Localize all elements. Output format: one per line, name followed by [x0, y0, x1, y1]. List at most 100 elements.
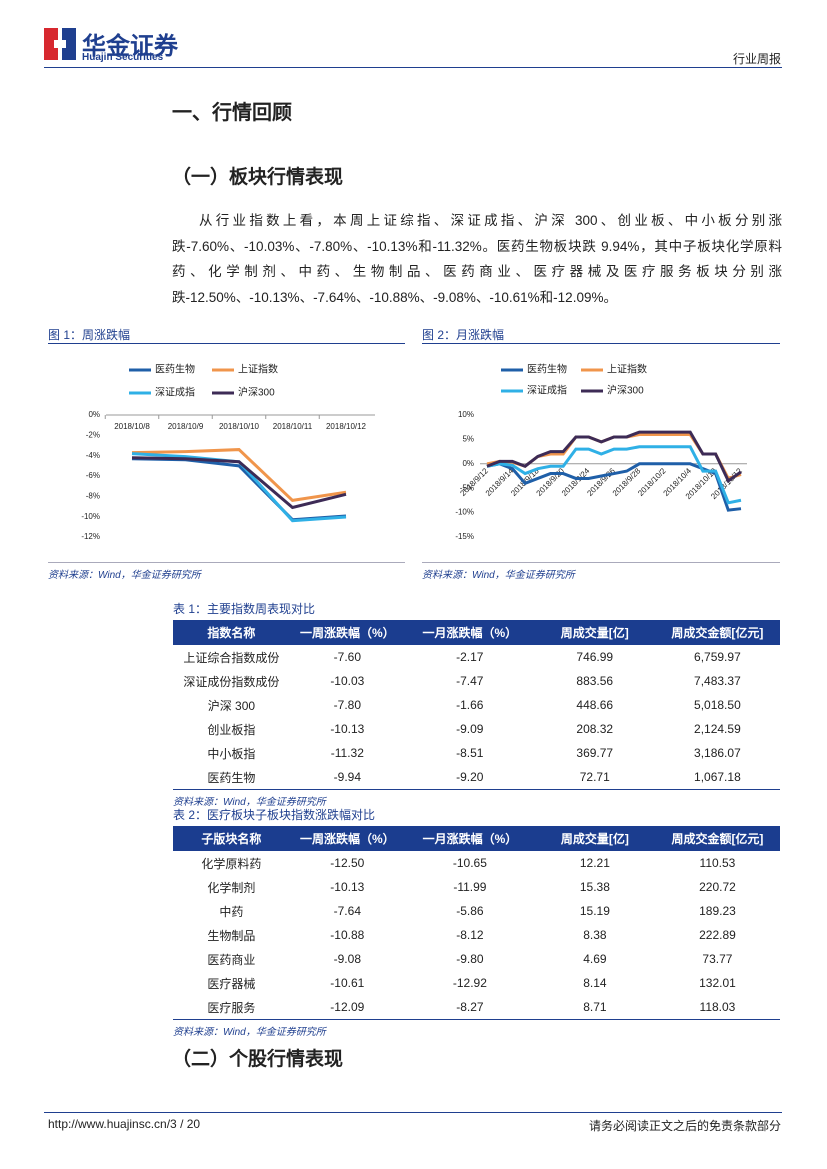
table-cell: -9.80 — [456, 952, 484, 966]
header-cell: 周成交量[亿] — [534, 620, 655, 645]
table-cell: -10.03 — [330, 674, 365, 688]
legend-label: 医药生物 — [527, 363, 567, 376]
table-cell: 化学制剂 — [207, 880, 256, 895]
header-cell: 一月涨跌幅（%） — [404, 826, 535, 851]
figure-caption: 图 1：周涨跌幅 — [48, 328, 131, 342]
table-row: 沪深 300 -7.80 -1.66 448.66 5,018.50 — [173, 693, 780, 717]
table-block: 表 1：主要指数周表现对比 指数名称 一周涨跌幅（%） 一月涨跌幅（%） 周成交量[亿]… — [173, 600, 780, 808]
table-cell: 创业板指 — [207, 722, 256, 737]
header-row: 指数名称 一周涨跌幅（%） 一月涨跌幅（%） 周成交量[亿] 周成交金额[亿元] — [173, 620, 780, 645]
table-cell: -5.86 — [456, 904, 484, 918]
table-row: 化学原料药 -12.50 -10.65 12.21 110.53 — [173, 851, 780, 875]
caption-rule — [422, 343, 780, 344]
x-tick-label: 2018/10/11 — [273, 422, 313, 431]
table-row: 医疗器械 -10.61 -12.92 8.14 132.01 — [173, 971, 780, 995]
table-cell: 189.23 — [699, 904, 736, 918]
table-cell: 6,759.97 — [694, 650, 741, 664]
chart: 0% -2% -4% -6% -8% -10% -12% 2018/10/8 2018/10/9… — [81, 363, 375, 541]
series-line — [486, 462, 742, 512]
table-cell: 上证综合指数成份 — [183, 650, 280, 665]
table-cell: 1,067.18 — [694, 770, 741, 784]
legend-label: 深证成指 — [155, 386, 195, 399]
table-cell: -7.60 — [333, 650, 362, 664]
table-row: 深证成份指数成份 -10.03 -7.47 883.56 7,483.37 — [173, 669, 780, 693]
table-cell: 72.71 — [579, 770, 610, 784]
x-tick-label: 2018/10/12 — [326, 422, 367, 431]
table-cell: 220.72 — [699, 880, 736, 894]
subsection-title: （一）板块行情表现 — [172, 167, 344, 188]
table-cell: -11.32 — [330, 746, 364, 760]
table-block: 表 2：医疗板块子板块指数涨跌幅对比 子版块名称 一周涨跌幅（%） 一月涨跌幅（%）周… — [173, 806, 780, 1038]
table-cell: 3,186.07 — [694, 746, 741, 760]
subsection-title: （二）个股行情表现 — [172, 1049, 344, 1070]
footer-disclaimer: 请务必阅读正文之后的免责条款部分 — [588, 1119, 781, 1133]
series-line — [131, 457, 347, 522]
legend-label: 上证指数 — [238, 363, 278, 376]
figure-source: 资料来源：Wind，华金证券研究所 — [48, 570, 201, 581]
legend-label: 深证成指 — [527, 384, 567, 397]
y-tick-label: -4% — [86, 451, 100, 460]
table-cell: 中药 — [219, 904, 244, 919]
legend-label: 医药生物 — [155, 363, 195, 376]
table-title: 表 2：医疗板块子板块指数涨跌幅对比 — [173, 808, 376, 822]
header-cell: 一周涨跌幅（%） — [289, 620, 405, 645]
x-tick-label: 2018/10/10 — [219, 422, 260, 431]
y-tick-label: 5% — [462, 435, 474, 444]
header-cell: 周成交金额[亿元] — [654, 620, 780, 645]
table-cell: 222.89 — [699, 928, 736, 942]
logo-en: Huajin Securities — [82, 52, 164, 63]
table-cell: -9.20 — [456, 770, 484, 784]
table-row: 医药商业 -9.08 -9.80 4.69 73.77 — [173, 947, 780, 971]
y-tick-label: 10% — [458, 410, 474, 419]
table-cell: -10.65 — [452, 856, 487, 870]
x-tick-label: 2018/10/9 — [168, 422, 204, 431]
table-cell: -8.12 — [456, 928, 484, 942]
table-cell: 883.56 — [576, 674, 614, 688]
footer-rule — [44, 1112, 782, 1113]
table-row: 生物制品 -10.88 -8.12 8.38 222.89 — [173, 923, 780, 947]
caption-rule — [48, 343, 405, 344]
x-tick-label: 2018/10/8 — [114, 422, 150, 431]
figure-source: 资料来源：Wind，华金证券研究所 — [422, 570, 575, 581]
paragraph: 从行业指数上看，本周上证综指、深证成指、沪深 300、创业板、中小板分别涨跌-7… — [172, 213, 782, 305]
table-cell: 746.99 — [576, 650, 614, 664]
table-row: 化学制剂 -10.13 -11.99 15.38 220.72 — [173, 875, 780, 899]
table-cell: -8.27 — [456, 1000, 484, 1014]
table-source: 资料来源：Wind，华金证券研究所 — [173, 797, 326, 808]
table-cell: -8.51 — [456, 746, 484, 760]
header-rule — [44, 67, 782, 68]
series-line — [131, 456, 347, 510]
y-tick-label: -10% — [455, 508, 474, 517]
table-cell: 中小板指 — [207, 746, 256, 761]
figure-caption: 图 2：月涨跌幅 — [422, 328, 505, 342]
section-title: 一、行情回顾 — [172, 102, 292, 124]
table-cell: -9.94 — [333, 770, 362, 784]
legend-label: 上证指数 — [607, 363, 647, 376]
series-line — [131, 448, 347, 502]
series-line — [486, 445, 742, 505]
table-row: 创业板指 -10.13 -9.09 208.32 2,124.59 — [173, 717, 780, 741]
table-cell: 369.77 — [576, 746, 614, 760]
table-cell: 生物制品 — [207, 928, 256, 943]
table-cell: -12.09 — [330, 1000, 365, 1014]
table-cell: 118.03 — [699, 1000, 736, 1014]
table-cell: 7,483.37 — [694, 674, 741, 688]
table-row: 医药生物 -9.94 -9.20 72.71 1,067.18 — [173, 765, 780, 790]
y-tick-label: -6% — [86, 471, 100, 480]
source-rule — [422, 562, 780, 563]
table-cell: 8.71 — [583, 1000, 607, 1014]
footer-url: http://www.huajinsc.cn/3 / 20 — [48, 1117, 201, 1131]
y-tick-label: 0% — [88, 410, 100, 419]
table-cell: 110.53 — [699, 856, 736, 870]
table-cell: 医药生物 — [207, 770, 256, 785]
table-cell: 深证成份指数成份 — [183, 674, 280, 689]
table-cell: 8.14 — [583, 976, 607, 990]
header-cell: 一周涨跌幅（%） — [289, 826, 405, 851]
table-cell: 8.38 — [583, 928, 607, 942]
table-cell: -2.17 — [456, 650, 484, 664]
table-cell: -10.61 — [330, 976, 365, 990]
table-cell: 448.66 — [576, 698, 614, 712]
table-cell: -7.80 — [333, 698, 362, 712]
table-row: 中小板指 -11.32 -8.51 369.77 3,186.07 — [173, 741, 780, 765]
table-cell: -7.47 — [456, 674, 484, 688]
